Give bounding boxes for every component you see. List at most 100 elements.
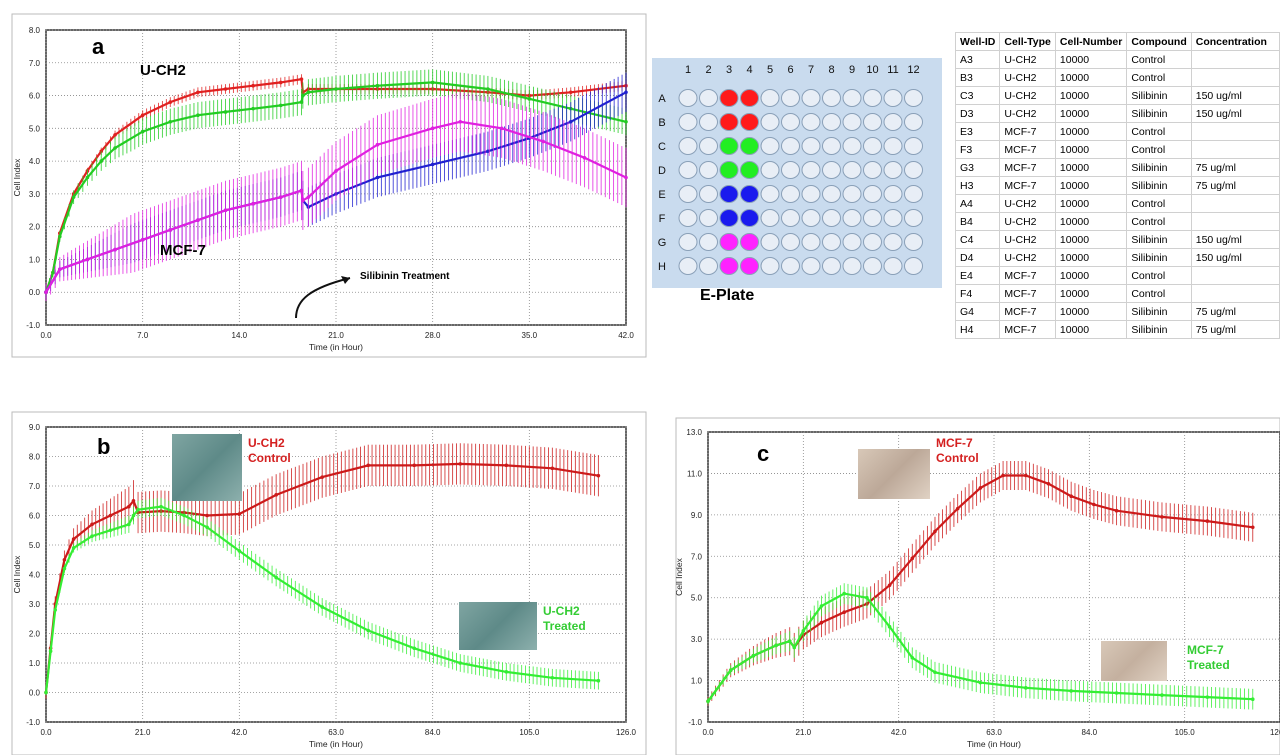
table-cell — [1190, 68, 1280, 87]
data-point — [955, 506, 960, 511]
x-tick-label: 84.0 — [425, 728, 441, 737]
data-point — [62, 566, 67, 571]
plate-well — [781, 113, 800, 131]
data-point — [1205, 695, 1210, 699]
data-point — [366, 463, 371, 468]
plate-well — [904, 161, 923, 179]
table-cell: 10000 — [1054, 302, 1128, 321]
table-cell: 10000 — [1054, 266, 1128, 285]
panel-b-treated-label: U-CH2 Treated — [543, 604, 586, 634]
data-point — [223, 208, 228, 213]
plate-well — [863, 233, 882, 251]
table-cell: 10000 — [1054, 284, 1128, 303]
data-point — [71, 537, 76, 541]
data-point — [1069, 689, 1073, 693]
plate-well — [883, 113, 903, 131]
panel-a-mcf7-label: MCF-7 — [160, 242, 206, 259]
well-table-header: Cell-Type — [999, 32, 1056, 51]
plate-well — [822, 209, 841, 227]
data-point — [1250, 525, 1255, 530]
plate-well — [883, 257, 903, 275]
x-tick-label: 7.0 — [137, 331, 149, 340]
table-cell: 10000 — [1054, 230, 1128, 249]
data-point — [90, 522, 94, 527]
table-row: A4 U-CH2 10000 Control — [954, 194, 1280, 213]
plate-well — [801, 185, 821, 203]
y-tick-label: 1.0 — [29, 659, 41, 668]
data-point — [182, 513, 186, 518]
chart-panel-a: 0.0 7.0 14.0 21.0 28.0 35.0 42.0-1.00.01.02.03… — [11, 13, 647, 358]
plate-well — [883, 89, 903, 107]
data-point — [140, 113, 145, 118]
table-cell: 10000 — [1054, 122, 1128, 141]
table-cell: Silibinin — [1126, 86, 1192, 105]
table-cell: Silibinin — [1126, 230, 1192, 249]
plate-well — [822, 89, 841, 107]
plate-well — [760, 185, 780, 203]
well-table: Well-ID Cell-Type Cell-Number Compound Conce… — [954, 32, 1280, 339]
plate-well — [904, 137, 923, 155]
x-tick-label: 126.0 — [1270, 728, 1280, 737]
x-tick-label: 0.0 — [40, 728, 52, 737]
data-point — [375, 142, 380, 147]
plate-well — [699, 161, 718, 179]
data-point — [751, 653, 756, 658]
y-tick-label: 5.0 — [29, 541, 41, 550]
table-cell: 10000 — [1054, 248, 1128, 267]
table-row: E4 MCF-7 10000 Control — [954, 266, 1280, 285]
data-point — [375, 175, 380, 180]
data-point — [113, 247, 117, 252]
plate-column-label: 8 — [828, 64, 834, 76]
data-point — [1160, 693, 1164, 697]
data-point — [320, 605, 324, 609]
data-point — [486, 87, 490, 91]
data-point — [550, 675, 555, 680]
data-point — [375, 83, 380, 88]
y-tick-label: 13.0 — [686, 428, 702, 437]
plate-well — [719, 137, 739, 155]
data-point — [159, 504, 163, 509]
data-point — [299, 188, 304, 193]
table-row: D3 U-CH2 10000 Silibinin 150 ug/ml — [954, 104, 1280, 123]
panel-a-uch2-label: U-CH2 — [140, 62, 186, 79]
data-point — [168, 119, 173, 124]
data-point — [1069, 494, 1073, 499]
plate-well — [904, 89, 923, 107]
plate-column-label: 9 — [849, 64, 855, 76]
table-row: B3 U-CH2 10000 Control — [954, 68, 1280, 87]
table-cell: B3 — [954, 68, 1001, 87]
plate-well — [801, 257, 821, 275]
table-cell: 10000 — [1054, 158, 1128, 177]
y-tick-label: 6.0 — [29, 92, 41, 101]
y-tick-label: 9.0 — [691, 511, 703, 520]
plate-well — [740, 233, 759, 251]
table-cell: MCF-7 — [999, 302, 1056, 321]
panel-c-treated-line1: MCF-7 — [1187, 643, 1224, 657]
data-point — [933, 670, 937, 675]
table-cell: F3 — [954, 140, 1001, 159]
data-point — [568, 119, 573, 124]
table-row: E3 MCF-7 10000 Control — [954, 122, 1280, 141]
data-point — [251, 83, 255, 88]
table-cell: U-CH2 — [999, 86, 1056, 105]
data-point — [62, 557, 67, 562]
x-tick-label: 28.0 — [425, 331, 441, 340]
panel-a-label: a — [92, 34, 105, 59]
table-cell: U-CH2 — [999, 230, 1056, 249]
plate-well — [842, 113, 862, 131]
panel-b-control-line2: Control — [248, 451, 291, 465]
data-point — [44, 690, 48, 695]
table-cell: MCF-7 — [999, 284, 1056, 303]
table-row: F4 MCF-7 10000 Control — [954, 284, 1280, 303]
series-1 — [44, 497, 601, 696]
data-point — [278, 195, 283, 199]
plate-column-label: 3 — [726, 64, 732, 76]
data-point — [168, 100, 173, 104]
plate-well — [781, 233, 800, 251]
table-cell: D3 — [954, 104, 1001, 123]
plate-well — [842, 161, 862, 179]
plate-well — [740, 185, 759, 203]
table-cell: E4 — [954, 266, 1001, 285]
data-point — [205, 513, 209, 518]
panel-b-control-line1: U-CH2 — [248, 436, 285, 450]
